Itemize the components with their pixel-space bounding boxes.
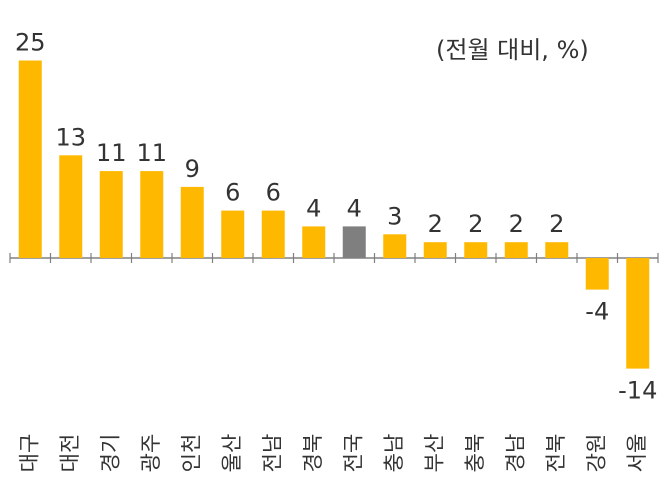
category-label: 광주 — [139, 434, 163, 473]
bar-5 — [180, 186, 204, 258]
bar-12 — [464, 242, 488, 258]
bar-4 — [140, 171, 164, 258]
bar-16 — [626, 258, 650, 369]
bar-14 — [545, 242, 569, 258]
category-label: 전북 — [544, 434, 568, 473]
data-label: 11 — [136, 139, 167, 167]
data-label: 3 — [387, 202, 402, 230]
category-label: 대구 — [17, 434, 41, 473]
data-label: 4 — [347, 194, 362, 222]
data-label: 2 — [509, 210, 524, 238]
category-label: 강원 — [584, 434, 608, 473]
bar-1 — [18, 60, 42, 258]
category-label: 서울 — [625, 434, 649, 473]
bar-13 — [504, 242, 528, 258]
bar-3 — [99, 171, 123, 258]
bar-7 — [261, 210, 285, 258]
data-label: 2 — [468, 210, 483, 238]
bar-15 — [585, 258, 609, 290]
data-label: 2 — [428, 210, 443, 238]
category-label: 전남 — [260, 434, 284, 473]
category-label: 부산 — [422, 434, 446, 473]
bar-10 — [383, 234, 407, 258]
data-label: 6 — [225, 179, 240, 207]
category-label: 충북 — [463, 434, 487, 473]
data-label: 11 — [96, 139, 127, 167]
data-label: 6 — [266, 179, 281, 207]
unit-label: (전월 대비, %) — [436, 36, 589, 64]
bar-8 — [302, 226, 326, 258]
category-label: 인천 — [179, 434, 203, 473]
category-label: 전국 — [341, 434, 365, 473]
bar-2 — [59, 155, 83, 258]
data-label: 2 — [549, 210, 564, 238]
bar-6 — [221, 210, 245, 258]
data-label: 4 — [306, 194, 321, 222]
bar-9 — [342, 226, 366, 258]
category-label: 경기 — [98, 434, 122, 473]
category-label: 울산 — [220, 434, 244, 473]
category-label: 경북 — [301, 434, 325, 473]
data-label: 9 — [185, 155, 200, 183]
category-label: 경남 — [503, 434, 527, 473]
data-label: 25 — [15, 29, 46, 57]
data-label: -14 — [618, 377, 657, 405]
category-label: 대전 — [58, 434, 82, 473]
data-label: 13 — [55, 123, 86, 151]
bar-11 — [423, 242, 447, 258]
category-label: 충남 — [382, 434, 406, 473]
data-label: -4 — [585, 298, 609, 326]
